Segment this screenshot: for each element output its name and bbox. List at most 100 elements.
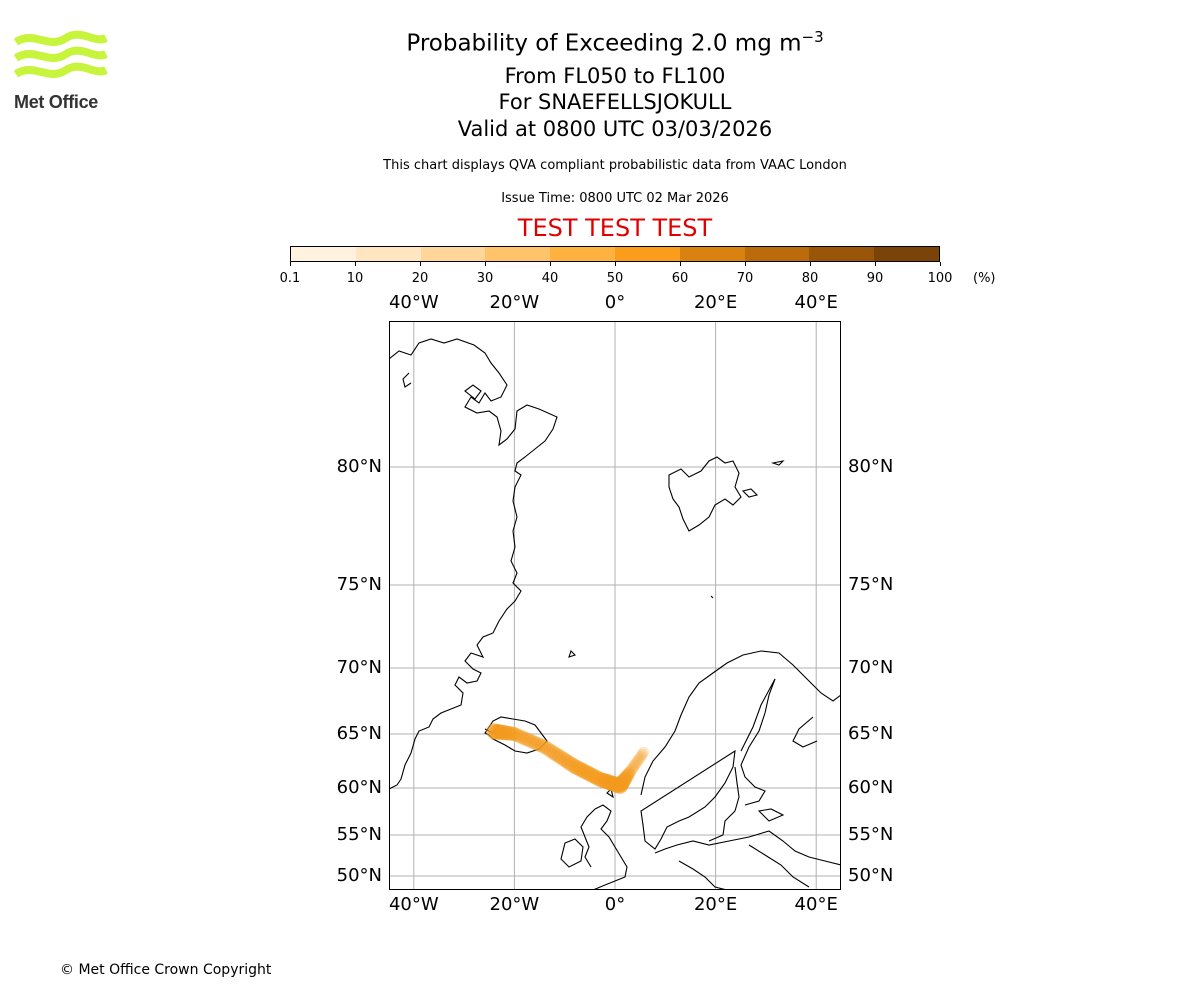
finland-sweden-border [740,678,776,752]
colorbar-tick-mark [355,262,356,266]
latitude-label: 75°N [848,574,894,595]
colorbar-tick-label: 60 [671,271,689,286]
colorbar-tick-label: 70 [736,271,754,286]
ash-plume-cell [540,741,555,756]
colorbar-tick-mark [875,262,876,266]
ash-plume-cell [622,767,636,780]
latitude-label: 75°N [336,574,382,595]
colorbar-segment [614,247,680,261]
colorbar-tick-mark [550,262,551,266]
ash-plume-cell [636,748,648,761]
chart-subtitle-levels: From FL050 to FL100 [504,64,726,88]
bear-island [710,595,714,599]
longitude-label: 20°W [489,292,540,313]
colorbar-tick-label: 50 [606,271,624,286]
ash-plume-cell [621,768,635,782]
longitude-label: 20°E [693,894,738,915]
colorbar-segment [809,247,875,261]
chart-subtitle-valid-time: Valid at 0800 UTC 03/03/2026 [457,117,773,141]
latitude-label: 50°N [336,865,382,886]
latitude-label: 65°N [848,723,894,744]
colorbar-tick-mark [745,262,746,266]
chart-title-exponent: −3 [801,28,824,46]
colorbar-tick-mark [420,262,421,266]
colorbar-segment [420,247,486,261]
ash-plume-cell [528,736,543,751]
longitude-label: 20°W [489,894,540,915]
ash-plume-cell [625,763,638,776]
ash-plume-cell [635,751,647,763]
copyright-notice: © Met Office Crown Copyright [60,962,272,978]
longitude-label: 40°W [388,894,439,915]
colorbar [290,246,940,262]
colorbar-tick-mark [810,262,811,266]
longitude-label: 40°W [388,292,439,313]
latitude-label: 80°N [848,456,894,477]
ash-plume-cell [552,749,567,764]
chart-title: Probability of Exceeding 2.0 mg m−3 [300,28,930,57]
ash-plume-cell [522,733,537,748]
ash-plume-cell [537,739,552,754]
colorbar-tick-label: 10 [346,271,364,286]
ash-plume-cell [507,727,522,741]
map-panel [389,321,841,890]
svalbard-coastline [668,456,742,532]
chart-description: This chart displays QVA compliant probab… [383,158,847,173]
ash-plume-cell [503,726,518,741]
sweden-border [708,766,740,842]
ash-plume-cell [496,725,512,741]
latitude-label: 50°N [848,865,894,886]
logo-text: Met Office [14,92,99,112]
latitude-label: 60°N [336,777,382,798]
ash-plume-cell [543,743,558,758]
baltic-islands [757,808,785,822]
ash-plume-cell [505,726,520,741]
colorbar-tick-mark [290,262,291,266]
continent-coastline [654,830,841,890]
ash-plume-cell [546,745,561,760]
greenland-island [464,384,482,400]
colorbar-tick-label: 100 [927,271,953,286]
ash-plume-cell [614,775,630,791]
ash-plume-cell [510,728,525,743]
britain-coastline [580,804,628,890]
colorbar-unit: (%) [973,271,996,286]
colorbar-segment [550,247,615,261]
colorbar-segment [291,247,356,261]
longitude-label: 0° [604,894,626,915]
met-office-logo-icon [14,30,108,78]
latitude-label: 80°N [336,456,382,477]
ash-plume [486,723,650,794]
map-frame [389,321,841,890]
logo-wave [14,46,108,62]
ash-plume-cell [534,738,549,753]
ash-plume-cell [498,725,514,741]
colorbar-segment [355,247,421,261]
ash-plume-cell [624,765,637,778]
jan-mayen [568,649,577,658]
colorbar-segment [679,247,745,261]
greenland-coastline [389,338,558,790]
issue-time: Issue Time: 0800 UTC 02 Mar 2026 [501,191,729,206]
colorbar-segment [744,247,810,261]
logo-wave [14,62,108,78]
latitude-label: 60°N [848,777,894,798]
latitude-label: 65°N [336,723,382,744]
colorbar-tick-label: 20 [411,271,429,286]
latitude-label: 55°N [336,824,382,845]
latitude-label: 70°N [336,657,382,678]
gridlines [389,321,841,890]
ireland-coastline [560,838,584,868]
svalbard-islet [741,488,759,498]
ash-plume-cell [531,737,546,752]
ash-plume-cell [631,755,644,767]
greenland-inlet [402,372,412,388]
ash-plume-cell [519,732,534,747]
colorbar-tick-label: 80 [801,271,819,286]
ash-plume-cell [619,770,633,785]
ash-plume-cell [525,734,540,749]
ash-plume-cell [549,747,564,762]
iceland-coastline [484,716,548,754]
colorbar-segment [485,247,551,261]
latitude-label: 55°N [848,824,894,845]
